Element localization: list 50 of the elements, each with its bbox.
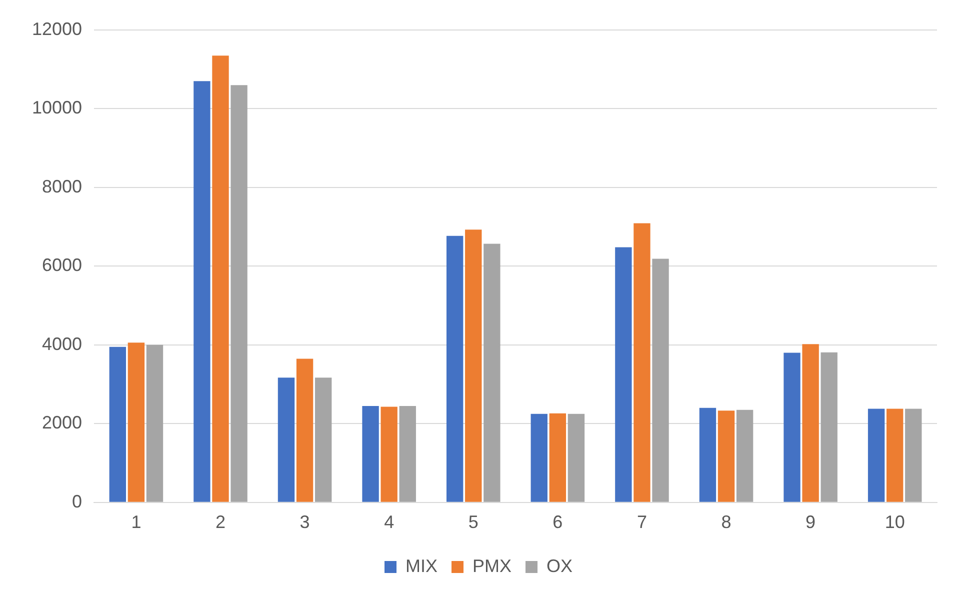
- bar: [530, 414, 548, 502]
- bar: [905, 408, 922, 502]
- legend-label: MIX: [405, 556, 438, 576]
- x-tick-label: 6: [552, 512, 563, 532]
- bar: [212, 56, 229, 502]
- bar: [314, 378, 332, 502]
- bar: [549, 413, 566, 502]
- y-tick-label: 0: [72, 491, 82, 512]
- bar: [802, 344, 819, 502]
- bar: [886, 408, 904, 502]
- bar: [615, 247, 632, 502]
- x-tick-label: 4: [384, 512, 394, 532]
- bar: [718, 410, 735, 502]
- y-tick-label: 2000: [42, 412, 82, 433]
- bar: [465, 230, 482, 502]
- bar: [634, 223, 650, 502]
- bar: [109, 346, 126, 502]
- y-tick-label: 10000: [32, 98, 82, 118]
- bar: [230, 85, 248, 502]
- y-tick-label: 8000: [42, 176, 82, 196]
- y-tick-label: 6000: [42, 255, 82, 276]
- bar: [146, 344, 164, 502]
- y-tick-label: 4000: [42, 334, 82, 354]
- x-tick-label: 8: [721, 512, 732, 532]
- legend-label: OX: [546, 556, 573, 576]
- x-tick-label: 3: [300, 512, 310, 532]
- bar: [194, 81, 210, 502]
- x-tick-label: 2: [215, 512, 226, 532]
- bar: [652, 258, 669, 502]
- x-tick-label: 7: [636, 512, 647, 532]
- bar: [736, 410, 754, 502]
- bar: [820, 352, 838, 502]
- legend-label: PMX: [472, 556, 512, 576]
- bar: [484, 244, 500, 502]
- y-tick-label: 12000: [32, 18, 82, 39]
- x-tick-label: 10: [884, 512, 905, 532]
- bar: [278, 378, 295, 502]
- bar: [296, 358, 314, 502]
- bar: [446, 236, 464, 502]
- bar: [568, 414, 585, 502]
- x-tick-label: 1: [131, 512, 142, 532]
- x-tick-label: 9: [806, 512, 816, 532]
- bar: [699, 408, 716, 502]
- x-tick-label: 5: [468, 512, 478, 532]
- bar: [784, 352, 800, 502]
- bar: [128, 342, 145, 502]
- bar: [399, 406, 416, 502]
- bar: [380, 406, 398, 502]
- bar: [868, 408, 885, 502]
- bar: [362, 406, 379, 502]
